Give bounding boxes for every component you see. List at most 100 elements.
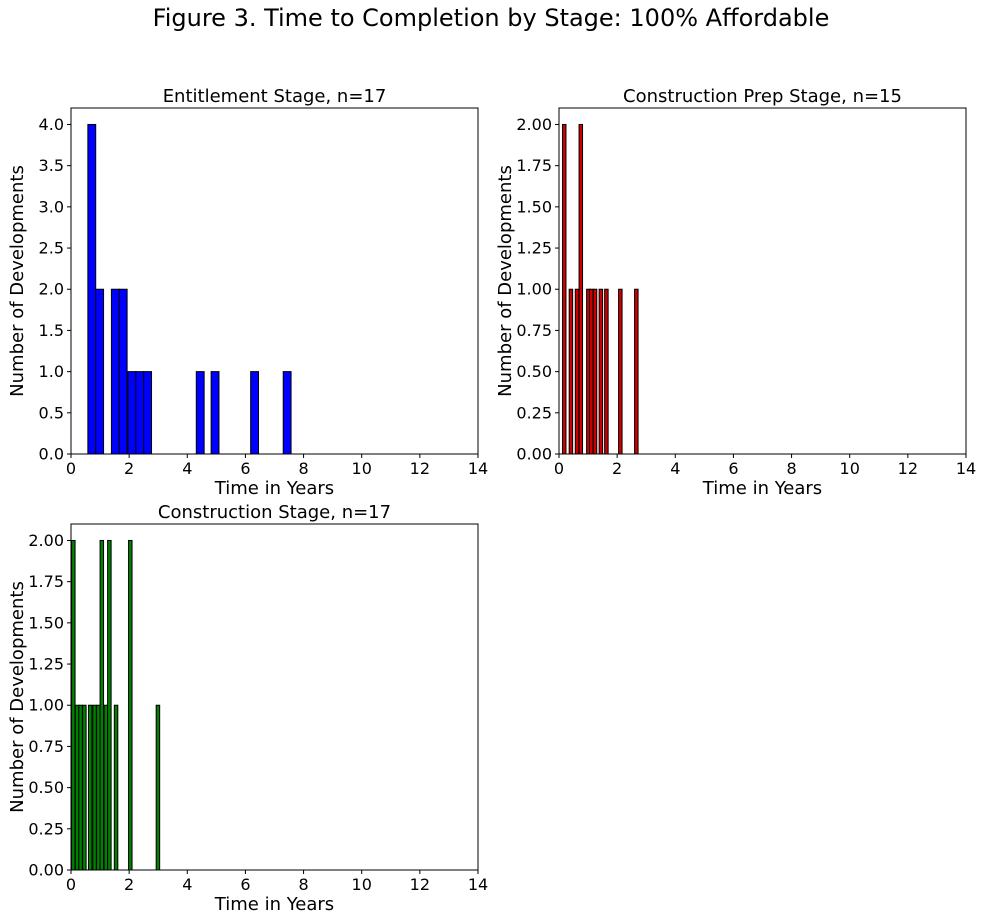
subplot-1: 0 2 4 6 8 10 12 14 0.0 0.5 1.0 1.5 2.0 2.5 3.0 3.5 4.0 En…: [7, 86, 488, 499]
x-tick-label: 10: [840, 459, 860, 478]
x-tick-label: 10: [352, 875, 372, 894]
subplot-title: Construction Prep Stage, n=15: [623, 86, 902, 107]
x-axis-label: Time in Years: [702, 478, 822, 499]
plot-frame: [558, 107, 967, 455]
y-tick-label: 0.00: [516, 445, 552, 464]
plot-frame: [70, 107, 479, 455]
x-tick-label: 4: [670, 459, 680, 478]
y-tick-label: 4.0: [39, 115, 64, 134]
x-tick-label: 12: [410, 459, 430, 478]
histogram-bar: [155, 704, 161, 871]
x-tick-label: 14: [956, 459, 976, 478]
y-tick-label: 1.00: [28, 696, 64, 715]
y-tick-label: 2.00: [516, 115, 552, 134]
y-tick-label: 0.5: [39, 403, 64, 422]
y-tick-label: 2.5: [39, 239, 64, 258]
y-tick-label: 0.50: [516, 362, 552, 381]
y-tick-label: 1.50: [516, 197, 552, 216]
histogram-bar: [568, 288, 574, 455]
y-tick-label: 0.75: [516, 321, 552, 340]
x-tick-label: 10: [352, 459, 372, 478]
figure-title: Figure 3. Time to Completion by Stage: 1…: [152, 4, 830, 32]
histogram-bar: [195, 371, 205, 455]
histogram-bar: [92, 704, 97, 871]
x-tick-label: 4: [182, 875, 192, 894]
x-tick-label: 12: [898, 459, 918, 478]
histogram-bar: [96, 704, 101, 871]
histogram-bar: [598, 288, 604, 455]
histogram-bar: [574, 288, 580, 455]
x-tick-label: 4: [182, 459, 192, 478]
y-tick-label: 0.25: [28, 819, 64, 838]
x-tick-label: 2: [124, 875, 134, 894]
histogram-bar: [87, 704, 93, 871]
x-tick-label: 14: [468, 875, 488, 894]
y-tick-label: 1.25: [516, 239, 552, 258]
x-tick-label: 8: [298, 875, 308, 894]
y-tick-label: 1.75: [28, 572, 64, 591]
histogram-bar: [250, 371, 260, 455]
y-tick-label: 0.50: [28, 778, 64, 797]
y-tick-label: 1.5: [39, 321, 64, 340]
x-tick-label: 12: [410, 875, 430, 894]
subplot-title: Construction Stage, n=17: [158, 502, 391, 523]
subplot-title: Entitlement Stage, n=17: [163, 86, 387, 107]
subplot-2: 0 2 4 6 8 10 12 14 0.00 0.25 0.50 0.75 1.00 1.25 1.50 1…: [495, 86, 976, 499]
x-tick-label: 14: [468, 459, 488, 478]
histogram-bar: [78, 704, 83, 871]
x-tick-label: 2: [124, 459, 134, 478]
x-axis-label: Time in Years: [214, 478, 334, 499]
histogram-bar: [618, 288, 623, 455]
x-tick-label: 6: [240, 459, 250, 478]
y-tick-label: 2.0: [39, 280, 64, 299]
histogram-bar: [135, 371, 145, 455]
x-tick-label: 0: [554, 459, 564, 478]
histogram-bar: [118, 288, 128, 455]
histogram-bar: [71, 539, 76, 871]
histogram-bar: [282, 371, 292, 455]
histogram-bar: [592, 288, 598, 455]
histogram-bar: [110, 288, 120, 455]
x-tick-label: 8: [786, 459, 796, 478]
histogram-bar: [95, 288, 105, 455]
histogram-bar: [561, 123, 567, 455]
x-axis-label: Time in Years: [214, 894, 334, 915]
y-axis-label: Number of Developments: [7, 165, 28, 397]
y-tick-label: 0.0: [39, 445, 64, 464]
histogram-bar: [578, 123, 584, 455]
histogram-bar: [634, 288, 639, 455]
x-tick-label: 6: [728, 459, 738, 478]
histogram-bar: [107, 539, 112, 871]
histogram-bar: [210, 371, 220, 455]
histogram-bar: [589, 288, 594, 455]
y-tick-label: 3.5: [39, 156, 64, 175]
histogram-bar: [128, 539, 133, 871]
y-tick-label: 0.75: [28, 737, 64, 756]
y-axis-label: Number of Developments: [495, 165, 516, 397]
y-tick-label: 0.25: [516, 403, 552, 422]
x-tick-label: 8: [298, 459, 308, 478]
y-tick-label: 1.0: [39, 362, 64, 381]
plot-frame: [70, 523, 479, 871]
x-tick-label: 0: [66, 459, 76, 478]
y-tick-label: 2.00: [28, 531, 64, 550]
histogram-bar: [113, 704, 119, 871]
y-tick-label: 0.00: [28, 861, 64, 880]
x-tick-label: 2: [612, 459, 622, 478]
histogram-bar: [127, 371, 137, 455]
histogram-bar: [82, 704, 87, 871]
y-tick-label: 1.50: [28, 613, 64, 632]
y-tick-label: 3.0: [39, 197, 64, 216]
histogram-bar: [74, 704, 80, 871]
subplot-3: 0 2 4 6 8 10 12 14 0.00 0.25 0.50 0.75 1.00 1.25 1.50 1…: [7, 502, 488, 915]
histogram-bar: [99, 539, 105, 871]
y-tick-label: 1.75: [516, 156, 552, 175]
histogram-bar: [87, 123, 97, 455]
y-tick-label: 1.00: [516, 280, 552, 299]
y-axis-label: Number of Developments: [7, 581, 28, 813]
x-tick-label: 6: [240, 875, 250, 894]
y-tick-label: 1.25: [28, 655, 64, 674]
histogram-bar: [143, 371, 153, 455]
histogram-bar: [103, 704, 109, 871]
